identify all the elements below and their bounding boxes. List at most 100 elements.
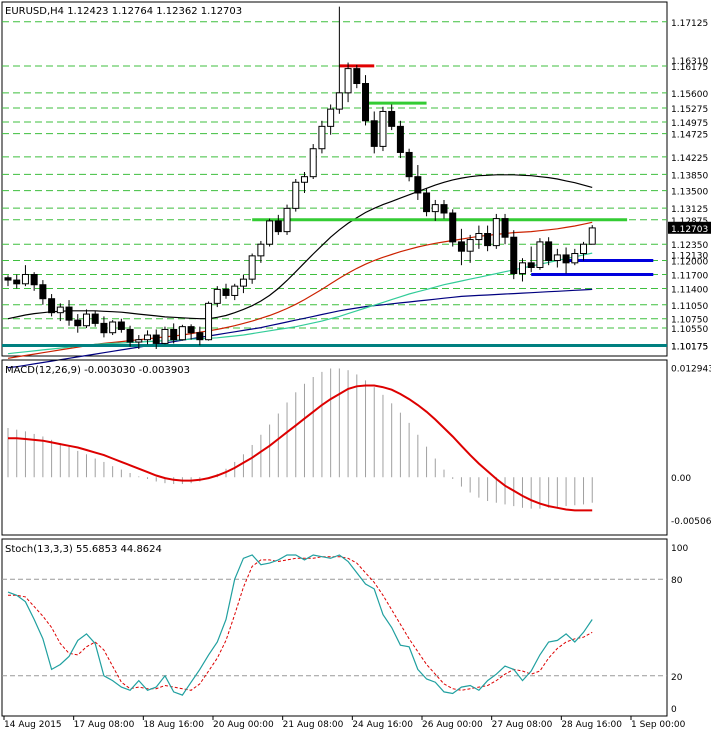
price-tick-label: 1.10175 [671, 343, 708, 353]
candle-body [266, 220, 274, 245]
candle-body [65, 306, 73, 321]
price-tick-label: 1.10550 [671, 325, 708, 335]
candle-body [475, 232, 483, 241]
time-tick-label: 17 Aug 08:00 [74, 720, 135, 730]
time-tick-label: 24 Aug 16:00 [352, 720, 413, 730]
candle-body [457, 241, 465, 252]
candle-body [13, 279, 21, 285]
price-tick-label: 1.15600 [671, 90, 708, 100]
stoch-frame [1, 538, 668, 717]
ma-fast-line [7, 252, 593, 355]
price-tick-label: 1.14725 [671, 131, 708, 141]
candle-body [205, 302, 213, 341]
candle-body [440, 204, 448, 214]
stoch-tick-label: 80 [671, 576, 683, 586]
time-tick-label: 21 Aug 08:00 [283, 720, 344, 730]
stoch-tick-label: 100 [671, 544, 688, 554]
stoch-tick-label: 20 [671, 673, 683, 683]
candle-body [222, 288, 230, 296]
candle-body [257, 243, 265, 257]
ma-slow-line [7, 288, 593, 369]
macd-tick-label: 0.00 [671, 474, 691, 484]
candle-body [309, 148, 317, 178]
candle-body [510, 236, 518, 275]
time-tick-label: 18 Aug 16:00 [143, 720, 204, 730]
price-tick-label: 1.12350 [671, 241, 708, 251]
candle-body [318, 125, 326, 150]
candle-body [239, 278, 247, 287]
price-tick-label: 1.10175 [671, 343, 708, 353]
price-tick-label: 1.12000 [671, 258, 708, 268]
macd-pane: 0.012943 0.00 -0.00506 [1, 359, 711, 536]
price-tick-label: 1.11050 [671, 302, 708, 312]
candle-body [449, 212, 457, 243]
candle-body [527, 262, 535, 268]
candle-body [353, 68, 361, 85]
time-tick-label: 28 Aug 16:00 [561, 720, 622, 730]
candle-body [21, 273, 29, 285]
candle-body [196, 332, 204, 341]
candle-body [588, 227, 596, 245]
candle-body [466, 239, 474, 252]
candle-body [335, 92, 343, 110]
price-tick-label: 1.13125 [671, 205, 708, 215]
candle-body [492, 218, 500, 247]
candle-body [545, 241, 553, 262]
candle-body [248, 255, 256, 280]
price-title: EURUSD,H4 1.12423 1.12764 1.12362 1.1270… [5, 6, 242, 17]
price-tick-label: 1.14975 [671, 119, 708, 129]
price-tick-label: 1.11700 [671, 271, 708, 281]
time-tick-label: 14 Aug 2015 [4, 720, 62, 730]
price-frame [1, 1, 668, 357]
candle-body [109, 321, 117, 334]
candle-body [231, 285, 239, 296]
price-tick-label: 1.12875 [671, 217, 708, 227]
macd-title: MACD(12,26,9) -0.003030 -0.003903 [5, 365, 190, 376]
candle-body [362, 83, 370, 122]
candle-body [553, 254, 561, 262]
macd-tick-label: 0.012943 [671, 364, 711, 374]
price-tick-label: 1.17125 [671, 19, 708, 29]
price-tick-label: 1.13500 [671, 188, 708, 198]
price-tick-label: 1.12130 [671, 251, 708, 261]
candle-body [48, 298, 56, 314]
ma-black-line [7, 174, 593, 320]
price-tick-label: 1.10750 [671, 316, 708, 326]
time-tick-label: 27 Aug 08:00 [492, 720, 553, 730]
candle-body [56, 306, 64, 314]
candle-body [117, 321, 125, 330]
time-tick-label: 20 Aug 00:00 [213, 720, 274, 730]
current-price-box [668, 221, 711, 234]
candle-body [536, 241, 544, 268]
candle-body [283, 207, 291, 233]
candle-body [135, 339, 143, 343]
candle-body [300, 176, 308, 183]
candle-body [379, 110, 387, 147]
price-tick-label: 1.16175 [671, 63, 708, 73]
macd-signal-line [8, 384, 593, 512]
stoch-pane: 100 80 20 0 [1, 538, 688, 717]
macd-tick-label: -0.00506 [671, 517, 711, 527]
candle-body [178, 326, 186, 341]
candle-body [423, 192, 431, 213]
candle-body [501, 218, 509, 238]
candle-body [370, 120, 378, 147]
candle-body [126, 328, 134, 343]
stoch-main-line [7, 554, 593, 696]
candle-body [484, 232, 492, 247]
price-tick-label: 1.12703 [671, 225, 708, 235]
candle-body [144, 334, 152, 341]
candle-body [396, 125, 404, 153]
candle-body [327, 108, 335, 127]
candle-body [431, 204, 439, 213]
candle-body [39, 284, 47, 300]
candle-body [74, 319, 82, 327]
price-tick-label: 1.16310 [671, 57, 708, 67]
price-tick-label: 1.13850 [671, 171, 708, 181]
candle-body [30, 273, 38, 286]
candle-body [152, 334, 160, 344]
candle-body [187, 326, 195, 334]
candle-body [274, 220, 282, 233]
